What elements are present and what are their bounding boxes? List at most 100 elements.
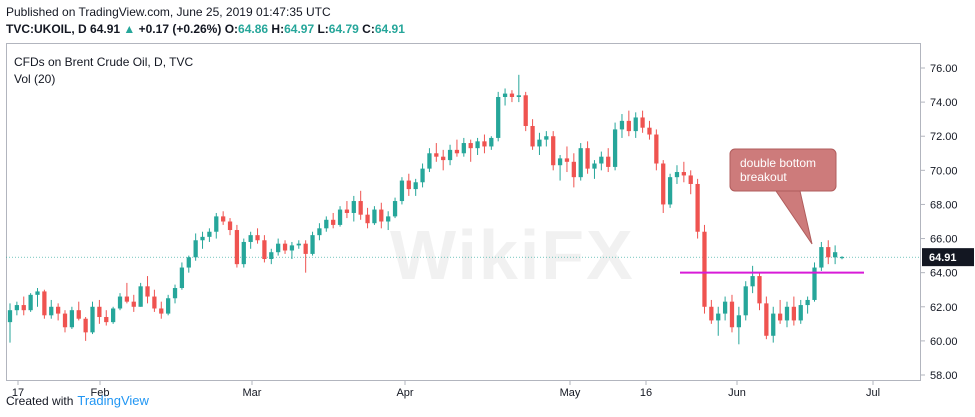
candle-body [289, 245, 295, 251]
candle-body [166, 298, 171, 314]
candle-body [839, 257, 845, 259]
close-value: 64.91 [374, 22, 405, 36]
candle-body [482, 141, 487, 147]
candle-body [241, 241, 246, 265]
candle-body [406, 180, 411, 190]
open-value: 64.86 [238, 22, 269, 36]
candle-body [104, 317, 109, 323]
callout-box [729, 148, 837, 192]
candle-body [606, 156, 611, 167]
candle-body [172, 288, 178, 299]
candle-body [42, 291, 47, 316]
candle-body [49, 306, 54, 316]
candle-body [97, 306, 102, 318]
candle-body [757, 276, 762, 304]
candle-body [372, 209, 377, 224]
tradingview-logo-icon[interactable]: TradingView [77, 393, 149, 408]
candle-body [647, 127, 652, 135]
candle-body [599, 156, 604, 164]
candle-body [709, 306, 714, 321]
x-tick-label: Apr [396, 387, 413, 399]
candle-body [578, 148, 583, 178]
candle-body [83, 318, 88, 333]
candle-body [413, 182, 418, 190]
candle-body [269, 252, 274, 260]
candle-body [207, 231, 212, 237]
y-tick-label: 70.00 [930, 165, 958, 177]
candle-body [310, 235, 315, 254]
candle-body [56, 306, 61, 314]
candle-body [681, 172, 686, 176]
candle-body [764, 303, 769, 336]
candle-body [441, 156, 446, 161]
candle-body [537, 139, 542, 147]
candle-body [434, 153, 439, 157]
candle-body [798, 305, 803, 321]
candle-body [468, 143, 473, 149]
candle-body [221, 216, 226, 222]
callout-text-line1: double bottom [740, 156, 816, 170]
candle-body [674, 172, 680, 178]
candle-body [386, 216, 391, 222]
volume-indicator-label: Vol (20) [14, 72, 56, 86]
candle-body [344, 209, 350, 213]
candle-body [296, 243, 301, 246]
candle-body [571, 161, 576, 178]
candle-body [530, 125, 535, 147]
candle-body [317, 228, 322, 236]
candle-body [14, 305, 20, 311]
candle-body [695, 183, 700, 232]
candle-body [145, 286, 150, 297]
y-tick-label: 72.00 [930, 131, 958, 143]
candle-body [551, 136, 556, 166]
candle-body [227, 221, 233, 231]
candle-body [124, 296, 130, 302]
footer: Created with TradingView [6, 393, 149, 408]
candle-body [661, 163, 666, 205]
candle-body [564, 158, 570, 162]
close-label: C: [362, 22, 375, 36]
candle-body [489, 137, 494, 147]
candle-body [716, 313, 721, 321]
candle-body [200, 236, 205, 241]
candle-body [633, 117, 638, 132]
watermark: WikiFX [390, 216, 635, 294]
candle-body [420, 168, 425, 183]
change-value: +0.17 (+0.26%) [138, 22, 222, 36]
x-tick-label: 17 [12, 387, 24, 399]
last-price-tag-label: 64.91 [929, 252, 957, 264]
candle-body [743, 286, 748, 316]
last-price: 64.91 [90, 22, 121, 36]
candle-body [379, 209, 384, 222]
x-tick-label: Jun [728, 387, 746, 399]
candle-body [461, 143, 466, 154]
candle-body [276, 243, 281, 253]
candle-body [62, 313, 68, 328]
candle-body [626, 120, 631, 132]
callout-pointer [775, 190, 813, 245]
x-tick-label: May [560, 387, 581, 399]
candle-body [722, 301, 728, 314]
created-with-label: Created with [6, 393, 74, 408]
candle-body [475, 141, 480, 149]
low-label: L: [317, 22, 329, 36]
high-label: H: [271, 22, 285, 36]
candle-body [282, 243, 288, 251]
candle-body [523, 95, 528, 126]
candle-body [784, 306, 790, 321]
candle-body [262, 240, 267, 260]
candle-body [736, 315, 741, 328]
candle-body [117, 296, 123, 309]
symbol-name: TVC:UKOIL, D [6, 22, 87, 36]
open-label: O: [224, 22, 239, 36]
candle-body [76, 310, 81, 319]
candle-body [152, 296, 157, 309]
candle-body [544, 136, 549, 140]
low-value: 64.79 [328, 22, 359, 36]
change-arrow-icon: ▲ [123, 22, 136, 36]
candle-body [667, 177, 673, 205]
candle-body [179, 267, 185, 289]
candle-body [805, 299, 810, 306]
y-tick-label: 76.00 [930, 63, 958, 75]
